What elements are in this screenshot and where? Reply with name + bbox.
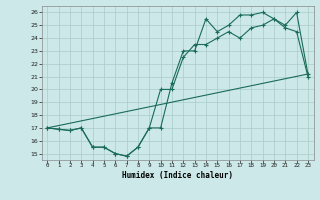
X-axis label: Humidex (Indice chaleur): Humidex (Indice chaleur) xyxy=(122,171,233,180)
